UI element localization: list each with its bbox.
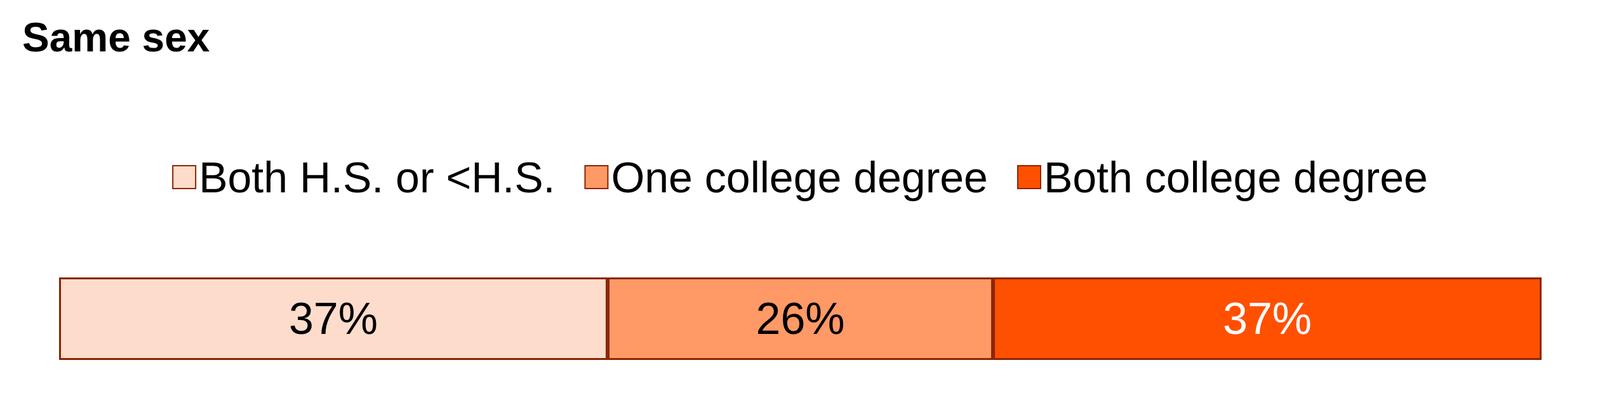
svg-text:26%: 26% xyxy=(755,293,845,344)
svg-text:Both H.S. or <H.S.: Both H.S. or <H.S. xyxy=(198,153,555,202)
svg-text:37%: 37% xyxy=(288,293,378,344)
svg-text:One college degree: One college degree xyxy=(610,153,988,202)
svg-text:Both college degree: Both college degree xyxy=(1043,153,1428,202)
svg-text:Same sex: Same sex xyxy=(22,14,211,61)
svg-text:37%: 37% xyxy=(1222,293,1312,344)
